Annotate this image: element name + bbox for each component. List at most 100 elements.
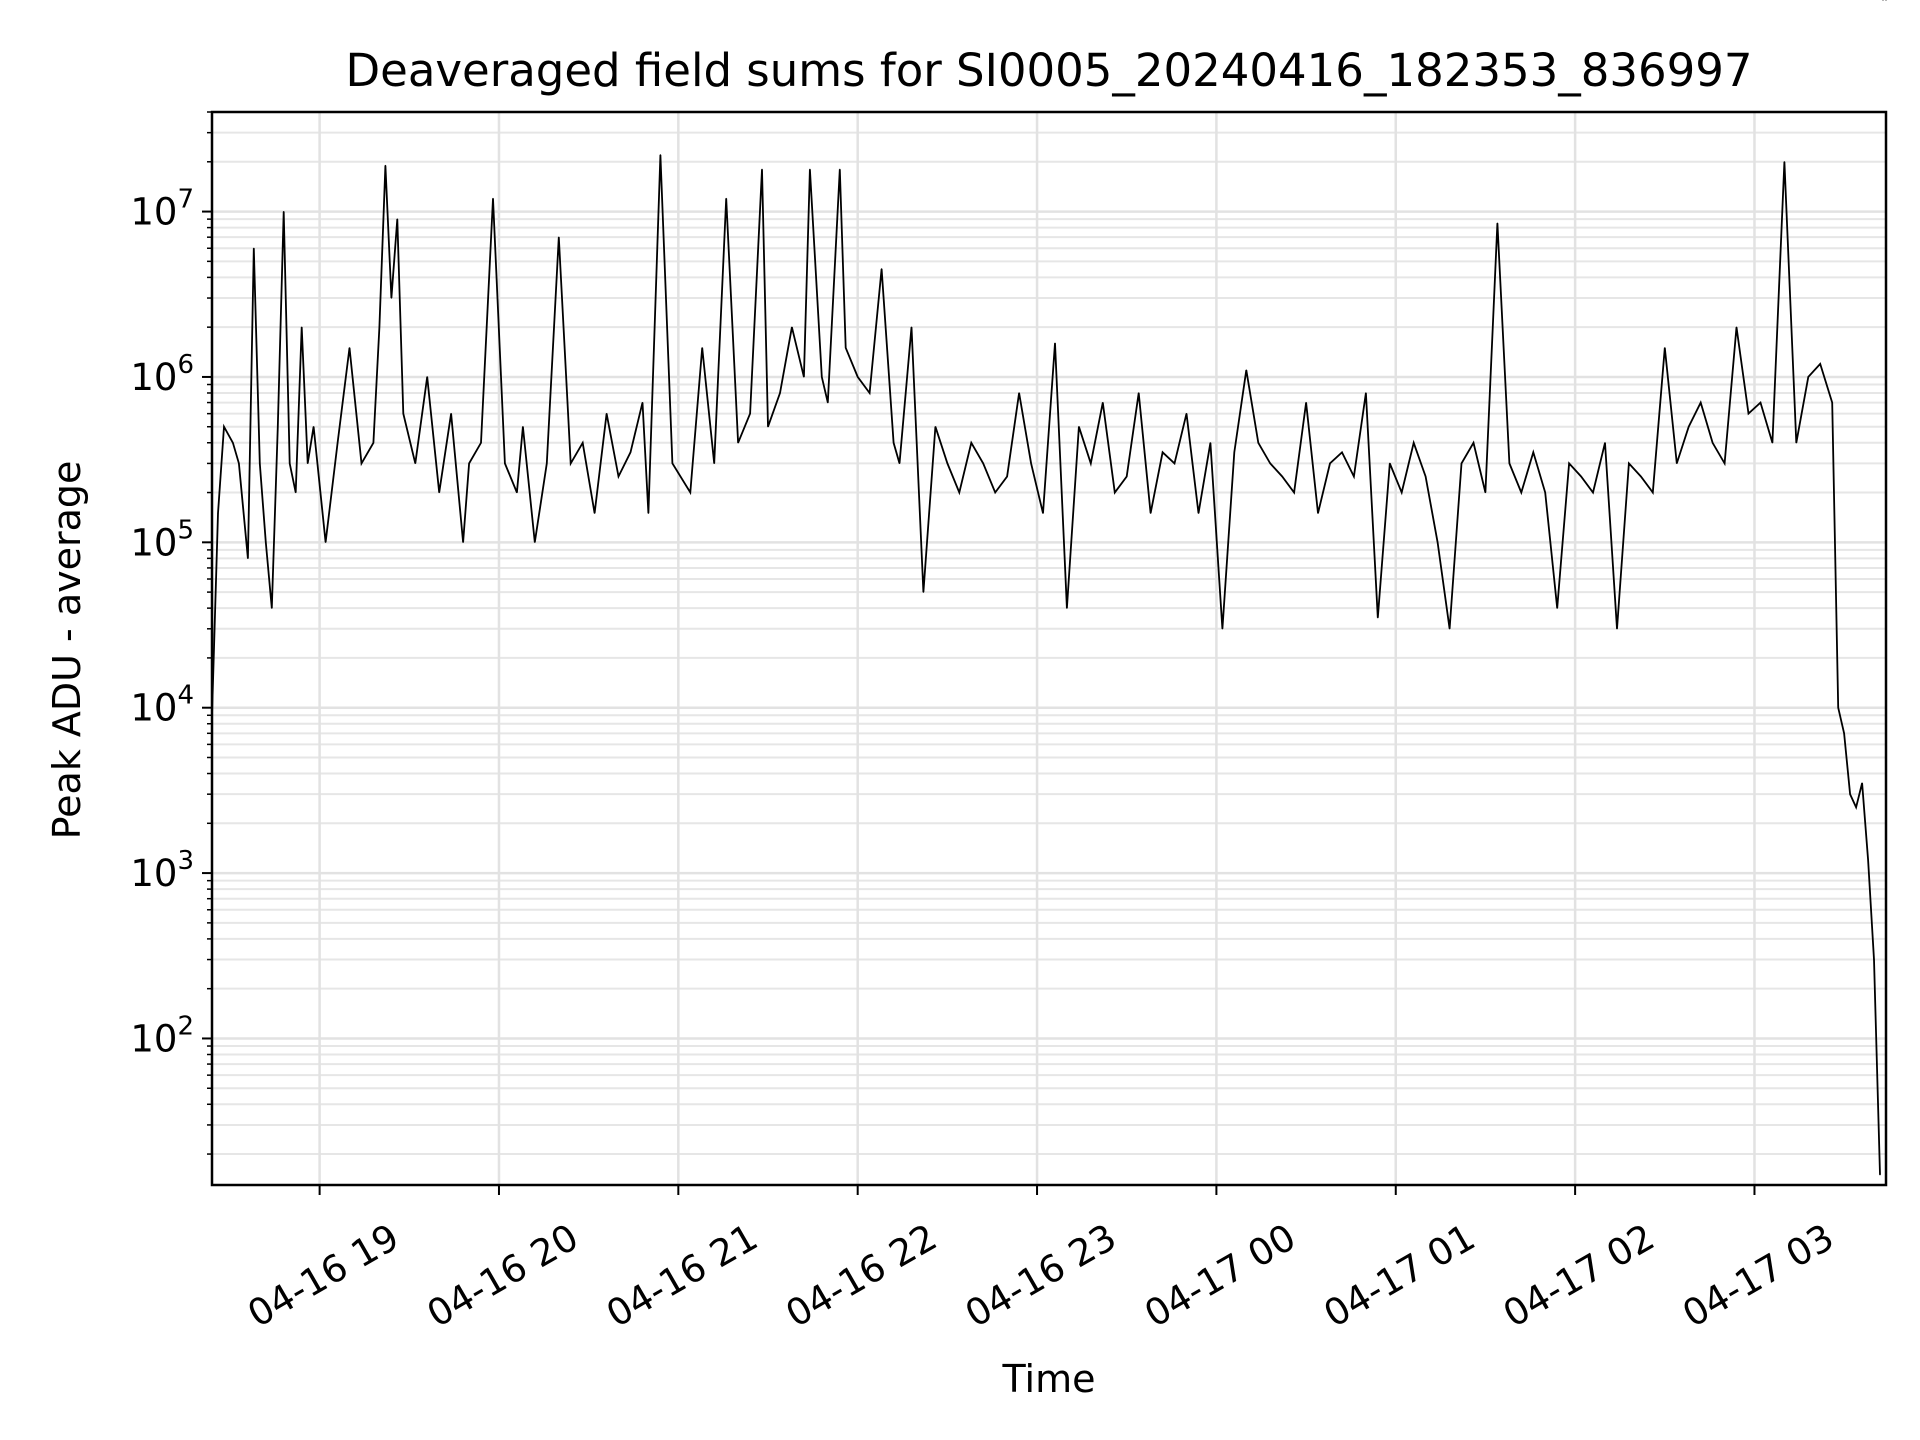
data-point [283, 211, 285, 213]
data-point [1604, 442, 1606, 444]
data-point [534, 541, 536, 543]
data-point [701, 347, 703, 349]
data-point [1460, 462, 1463, 464]
series-line [211, 154, 1881, 1175]
data-point [893, 442, 895, 444]
data-point [659, 154, 662, 156]
data-point [1747, 413, 1750, 415]
data-point [372, 442, 374, 444]
data-point [522, 426, 524, 428]
data-point [1018, 392, 1020, 394]
data-point [647, 512, 650, 514]
data-point [1413, 442, 1415, 444]
data-point [881, 268, 883, 270]
data-point [1449, 628, 1451, 630]
data-point [1568, 462, 1570, 464]
data-point [1532, 451, 1534, 453]
data-point [390, 297, 392, 299]
data-point [641, 402, 644, 404]
data-point [1724, 462, 1726, 464]
data-point [725, 197, 727, 200]
data-point [223, 426, 225, 428]
data-point [1879, 1174, 1881, 1176]
data-point [1843, 732, 1845, 734]
data-point [1837, 707, 1839, 709]
chart-title: Deaveraged field sums for SI0005_2024041… [345, 44, 1752, 97]
data-point [1652, 491, 1654, 494]
data-point [1735, 326, 1738, 328]
data-point [1281, 475, 1283, 478]
data-point [1341, 451, 1343, 453]
data-point [1269, 462, 1271, 464]
data-point [1580, 475, 1582, 478]
data-point [791, 326, 793, 328]
data-point [1102, 402, 1104, 404]
data-point [468, 462, 470, 464]
data-point [504, 462, 506, 464]
data-point [1861, 782, 1863, 784]
data-point [827, 402, 829, 404]
data-point [1209, 442, 1211, 444]
data-point [301, 326, 303, 328]
data-point [982, 462, 984, 464]
data-point [1365, 392, 1367, 394]
data-point [360, 462, 363, 464]
data-point [1054, 342, 1056, 344]
data-point [845, 347, 847, 349]
y-tick-exponent: 7 [177, 185, 194, 215]
data-point [1078, 426, 1080, 428]
data-point [384, 164, 386, 167]
data-point [1114, 491, 1116, 494]
data-point [821, 376, 823, 378]
data-point [1849, 793, 1851, 795]
data-point [1257, 442, 1259, 444]
data-point [1496, 222, 1498, 224]
data-point [749, 413, 751, 415]
y-tick-exponent: 2 [177, 1011, 194, 1041]
data-point [1305, 402, 1307, 404]
data-point [546, 462, 548, 464]
data-point [1873, 959, 1875, 961]
data-point [402, 413, 404, 415]
data-point [1425, 475, 1427, 478]
x-axis-label: Time [1002, 1357, 1096, 1401]
data-point [1353, 475, 1355, 478]
y-axis-label: Peak ADU - average [45, 461, 89, 840]
data-point [958, 491, 960, 494]
data-point [1882, 0, 1884, 1]
data-point [295, 491, 297, 494]
y-tick-exponent: 6 [177, 350, 194, 380]
data-point [259, 462, 261, 464]
data-point [1377, 617, 1379, 619]
data-point [558, 236, 560, 238]
data-point [606, 413, 608, 415]
data-point [839, 168, 841, 170]
data-point [1066, 607, 1068, 609]
data-point [1759, 402, 1762, 404]
data-point [1173, 462, 1176, 464]
data-point [1042, 512, 1044, 514]
plot-frame [210, 110, 1888, 1187]
data-point [1592, 491, 1594, 494]
data-point [857, 376, 859, 378]
data-point [217, 512, 219, 514]
data-point [809, 168, 811, 170]
grid [212, 111, 1886, 1185]
data-point [1006, 475, 1008, 478]
data-point [1389, 462, 1391, 464]
data-point [1126, 475, 1128, 478]
data-point [480, 442, 482, 444]
data-point [946, 462, 949, 464]
data-point [1437, 541, 1439, 543]
data-point [1688, 426, 1690, 428]
data-point [1520, 491, 1522, 494]
data-point [713, 462, 715, 464]
data-point [1317, 512, 1319, 514]
data-point [1329, 462, 1331, 464]
data-point [232, 442, 234, 444]
data-point [617, 475, 620, 478]
data-point [1221, 628, 1223, 630]
data-point [438, 491, 440, 494]
data-point [414, 462, 416, 464]
data-point [1484, 491, 1486, 494]
